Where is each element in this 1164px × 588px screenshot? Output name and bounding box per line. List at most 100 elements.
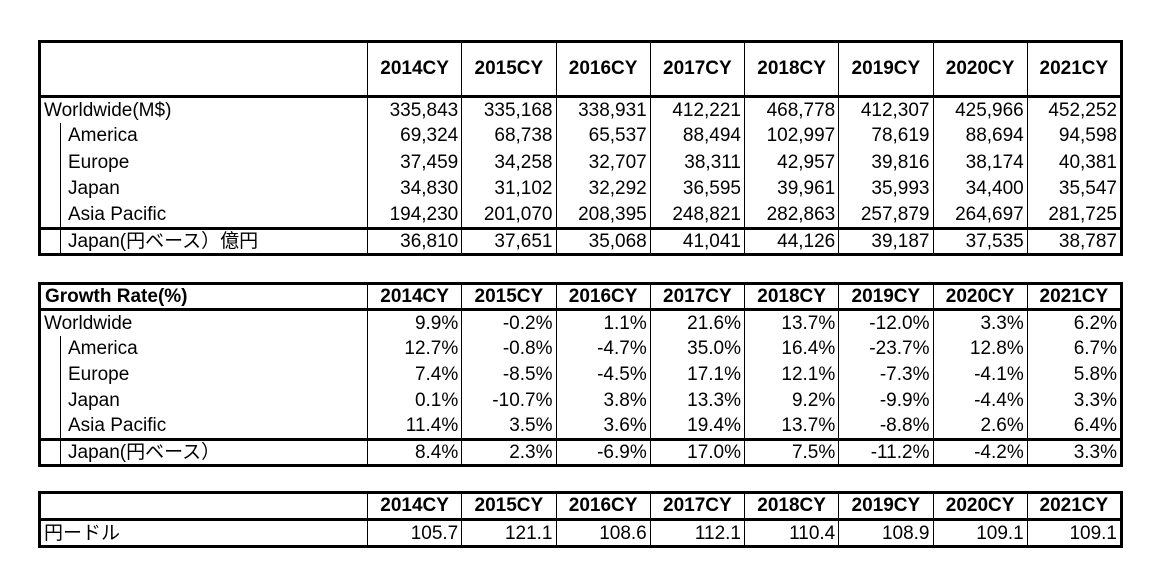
row-label: Worldwide(M$) [44,99,172,121]
year-header: 2014CY [366,41,462,98]
value-cell: 39,816 [838,149,933,176]
year-header: 2016CY [555,283,651,311]
value-cell: -11.2% [838,439,933,466]
value-cell: 335,168 [461,96,556,123]
row-label: Worldwide [44,312,133,334]
table-row: Europe 7.4% -8.5% -4.5% 17.1% 12.1% -7.3% -4.1%… [40,361,1122,388]
value-cell: 13.3% [649,387,745,414]
table-row: Europe 37,459 34,258 32,707 38,311 42,957 39,8… [40,149,1122,176]
table-row: America 12.7% -0.8% -4.7% 35.0% 16.4% -23.7% 12… [40,335,1122,362]
value-cell: 6.7% [1026,335,1122,362]
value-cell: -8.8% [838,413,933,441]
value-cell: -10.7% [461,387,556,414]
value-cell: 13.7% [743,413,839,441]
year-header: 2017CY [649,492,745,521]
row-label: Japan [40,387,368,414]
value-cell: 40,381 [1026,149,1122,176]
value-cell: 34,830 [366,175,462,202]
year-header: 2015CY [461,41,556,98]
table-row: Worldwide(M$) 335,843 335,168 338,931 412,22… [40,96,1122,123]
value-cell: 7.5% [743,439,839,466]
value-cell: 34,400 [932,175,1028,202]
value-cell: 38,787 [1026,228,1122,255]
table-header-row: Growth Rate(%) 2014CY 2015CY 2016CY 2017… [39,283,1122,311]
value-cell: 2.6% [932,413,1028,441]
value-cell: 88,694 [932,122,1028,150]
value-cell: 13.7% [743,309,839,336]
year-header: 2018CY [743,41,839,98]
value-cell: 264,697 [932,201,1028,230]
value-cell: 468,778 [743,96,839,123]
value-cell: 68,738 [461,122,556,150]
value-cell: 108.6 [555,519,651,547]
value-cell: -12.0% [838,309,933,336]
year-header: 2021CY [1026,283,1122,311]
value-cell: 9.2% [743,387,839,414]
year-header: 2018CY [743,283,839,311]
value-cell: 12.8% [932,335,1028,362]
year-header: 2017CY [649,41,745,98]
value-cell: 37,459 [366,149,462,176]
header-label [39,492,368,521]
value-cell: 35.0% [649,335,745,362]
value-cell: 35,547 [1026,175,1122,202]
table-row: Japan(円ベース）億円 36,810 37,651 35,068 41,041 44,… [40,228,1122,255]
value-cell: -9.9% [838,387,933,414]
value-cell: 121.1 [461,519,556,547]
value-cell: 21.6% [649,309,745,336]
value-cell: 94,598 [1026,122,1122,150]
row-label: Japan(円ベース） [40,439,368,466]
row-label: 円ードル [44,522,121,544]
header-label: Growth Rate(%) [39,283,368,311]
value-cell: 110.4 [743,519,839,547]
row-label: America [40,122,368,150]
value-cell: 3.3% [1026,439,1122,466]
year-header: 2018CY [743,492,839,521]
year-header: 2021CY [1026,41,1122,98]
value-cell: 3.8% [555,387,651,414]
value-cell: -0.8% [461,335,556,362]
year-header: 2014CY [366,283,462,311]
value-cell: 12.1% [743,361,839,388]
table-row: Japan 34,830 31,102 32,292 36,595 39,961 35,99… [40,175,1122,203]
value-cell: 102,997 [743,122,839,150]
value-cell: 34,258 [461,149,556,176]
value-cell: 412,307 [838,96,933,123]
header-label [39,41,368,98]
year-header: 2015CY [461,492,556,521]
value-cell: 109.1 [1026,519,1122,547]
year-header: 2017CY [649,283,745,311]
year-header: 2014CY [366,492,462,521]
table-header-row: 2014CY 2015CY 2016CY 2017CY 2018CY 2019C… [39,492,1122,521]
year-header: 2019CY [838,492,933,521]
value-cell: 5.8% [1026,361,1122,388]
value-cell: -4.7% [555,335,651,362]
growth-rate-table: Growth Rate(%) 2014CY 2015CY 2016CY 2017… [38,282,1123,467]
row-label: Europe [40,149,368,176]
value-cell: 38,174 [932,149,1028,176]
value-cell: 11.4% [366,413,462,441]
value-cell: 12.7% [366,335,462,362]
value-cell: 32,707 [555,149,651,176]
table-row: America 69,324 68,738 65,537 88,494 102,997 78… [40,122,1122,150]
value-cell: 194,230 [366,201,462,230]
year-header: 2019CY [838,41,933,98]
value-cell: 109.1 [932,519,1028,547]
value-cell: 3.6% [555,413,651,441]
value-cell: 282,863 [743,201,839,230]
table-header-row: 2014CY 2015CY 2016CY 2017CY 2018CY 2019C… [39,41,1122,98]
value-cell: 6.2% [1026,309,1122,336]
row-label: Asia Pacific [39,413,368,441]
value-cell: 105.7 [366,519,462,547]
value-cell: 19.4% [649,413,745,441]
value-cell: -8.5% [461,361,556,388]
year-header: 2020CY [932,283,1028,311]
table-row: Japan 0.1% -10.7% 3.8% 13.3% 9.2% -9.9% -4.4% 3.… [40,387,1122,414]
value-cell: -23.7% [838,335,933,362]
value-cell: 452,252 [1026,96,1122,123]
value-cell: 8.4% [366,439,462,466]
row-label: Japan(円ベース）億円 [40,228,368,254]
value-cell: 35,068 [555,228,651,255]
value-cell: -4.1% [932,361,1028,388]
value-cell: 9.9% [366,309,462,336]
